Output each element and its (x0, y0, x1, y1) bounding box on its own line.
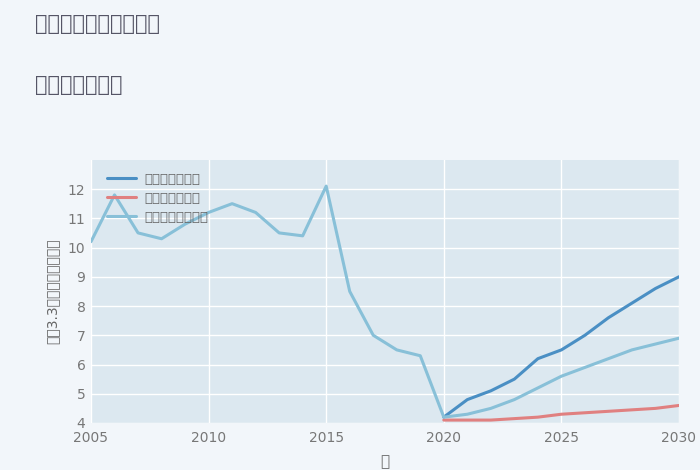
Legend: グッドシナリオ, バッドシナリオ, ノーマルシナリオ: グッドシナリオ, バッドシナリオ, ノーマルシナリオ (104, 169, 212, 228)
グッドシナリオ (675, 274, 683, 280)
Line: バッドシナリオ: バッドシナリオ (444, 406, 679, 420)
ノーマルシナリオ (581, 365, 589, 370)
バッドシナリオ (604, 408, 612, 414)
ノーマルシナリオ (87, 239, 95, 244)
ノーマルシナリオ (322, 183, 330, 189)
グッドシナリオ (440, 415, 448, 420)
グッドシナリオ (604, 315, 612, 321)
ノーマルシナリオ (204, 210, 213, 215)
ノーマルシナリオ (346, 289, 354, 294)
Line: ノーマルシナリオ: ノーマルシナリオ (91, 186, 679, 417)
グッドシナリオ (510, 376, 519, 382)
グッドシナリオ (557, 347, 566, 352)
バッドシナリオ (440, 417, 448, 423)
ノーマルシナリオ (298, 233, 307, 239)
ノーマルシナリオ (675, 336, 683, 341)
ノーマルシナリオ (628, 347, 636, 352)
ノーマルシナリオ (510, 397, 519, 402)
ノーマルシナリオ (369, 332, 377, 338)
ノーマルシナリオ (533, 385, 542, 391)
ノーマルシナリオ (158, 236, 166, 242)
Y-axis label: 坪（3.3㎡）単価（万円）: 坪（3.3㎡）単価（万円） (46, 239, 60, 344)
ノーマルシナリオ (251, 210, 260, 215)
グッドシナリオ (581, 332, 589, 338)
X-axis label: 年: 年 (380, 454, 390, 469)
バッドシナリオ (533, 415, 542, 420)
ノーマルシナリオ (181, 221, 189, 227)
バッドシナリオ (463, 417, 472, 423)
ノーマルシナリオ (440, 415, 448, 420)
グッドシナリオ (486, 388, 495, 394)
ノーマルシナリオ (651, 341, 659, 347)
ノーマルシナリオ (111, 192, 119, 198)
ノーマルシナリオ (604, 356, 612, 361)
グッドシナリオ (651, 286, 659, 291)
バッドシナリオ (581, 410, 589, 415)
グッドシナリオ (463, 397, 472, 402)
Line: グッドシナリオ: グッドシナリオ (444, 277, 679, 417)
グッドシナリオ (628, 300, 636, 306)
ノーマルシナリオ (486, 406, 495, 411)
ノーマルシナリオ (557, 373, 566, 379)
ノーマルシナリオ (463, 411, 472, 417)
バッドシナリオ (510, 416, 519, 422)
ノーマルシナリオ (416, 353, 424, 359)
グッドシナリオ (533, 356, 542, 361)
バッドシナリオ (486, 417, 495, 423)
Text: 三重県伊賀市柘植町の: 三重県伊賀市柘植町の (35, 14, 160, 34)
ノーマルシナリオ (134, 230, 142, 236)
ノーマルシナリオ (275, 230, 284, 236)
バッドシナリオ (651, 406, 659, 411)
バッドシナリオ (628, 407, 636, 413)
バッドシナリオ (675, 403, 683, 408)
ノーマルシナリオ (228, 201, 237, 206)
ノーマルシナリオ (393, 347, 401, 352)
バッドシナリオ (557, 411, 566, 417)
Text: 土地の価格推移: 土地の価格推移 (35, 75, 122, 95)
